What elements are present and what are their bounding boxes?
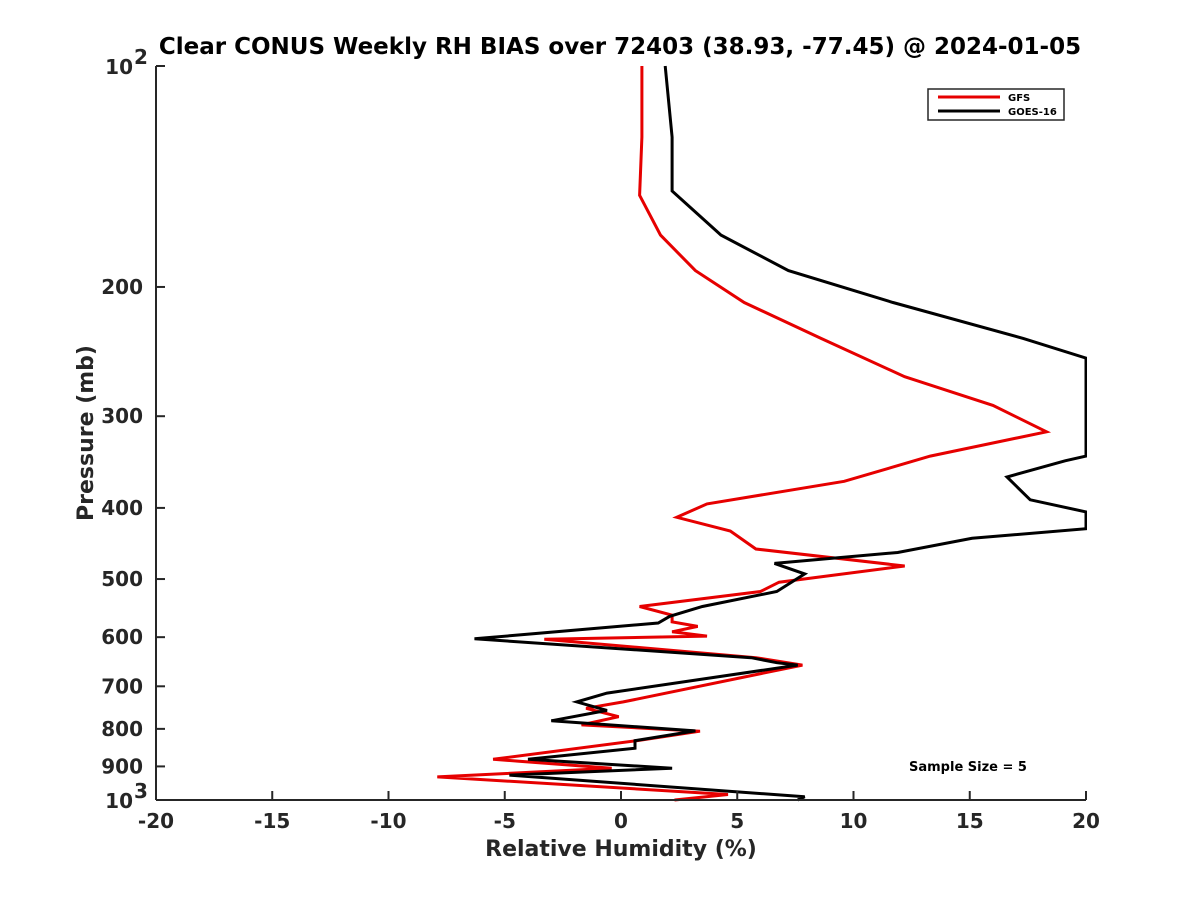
y-tick-label: 700: [101, 674, 143, 698]
series-line-goes-16: [474, 65, 1087, 802]
x-tick-label: -15: [254, 809, 290, 833]
y-tick-label: 900: [101, 754, 143, 778]
x-tick-label: 5: [730, 809, 744, 833]
legend-label-gfs: GFS: [1008, 93, 1030, 104]
legend-label-goes-16: GOES-16: [1008, 107, 1057, 118]
legend: GFS GOES-16: [927, 88, 1065, 121]
y-tick-label: 10: [105, 55, 133, 79]
y-tick-label: 200: [101, 275, 143, 299]
sample-size-annotation: Sample Size = 5: [909, 760, 1027, 775]
x-tick-label: -20: [138, 809, 174, 833]
y-tick-label: 800: [101, 717, 143, 741]
x-tick-label: 20: [1072, 809, 1100, 833]
x-tick-label: 10: [840, 809, 868, 833]
x-tick-label: -10: [370, 809, 406, 833]
y-tick-exponent: 2: [134, 45, 148, 69]
x-tick-label: 15: [956, 809, 984, 833]
chart-title: Clear CONUS Weekly RH BIAS over 72403 (3…: [159, 34, 1081, 60]
y-tick-exponent: 3: [134, 779, 148, 803]
y-tick-label: 500: [101, 567, 143, 591]
x-tick-label: 0: [614, 809, 628, 833]
y-tick-label: 400: [101, 496, 143, 520]
y-tick-label: 300: [101, 404, 143, 428]
y-axis-label: Pressure (mb): [74, 345, 99, 521]
y-tick-label: 600: [101, 625, 143, 649]
legend-box: [927, 88, 1065, 121]
x-tick-label: -5: [494, 809, 516, 833]
series-layer: [437, 65, 1087, 802]
y-tick-label: 10: [105, 789, 133, 813]
x-axis-label: Relative Humidity (%): [485, 837, 757, 862]
